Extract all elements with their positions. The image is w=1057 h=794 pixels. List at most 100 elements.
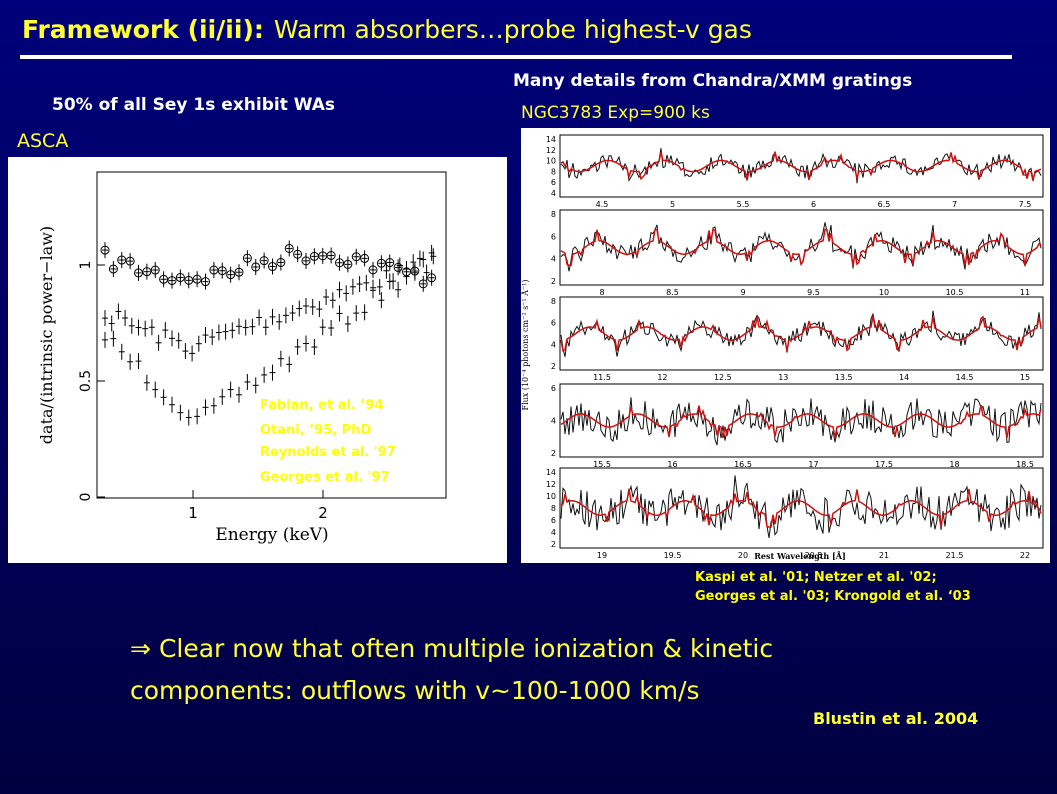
point [351, 252, 361, 262]
model [560, 228, 1042, 267]
x-tick-label: 16 [667, 460, 677, 469]
x-axis-label: Rest Wavelength [Å] [754, 551, 846, 561]
point [159, 274, 169, 284]
y-tick-label: 6 [551, 232, 556, 241]
y-tick-label: 12 [546, 146, 556, 155]
reference: Georges et al. '03; Krongold et al. ‘03 [695, 589, 971, 604]
x-tick-label: 21 [879, 551, 889, 560]
x-tick-label: 18 [949, 460, 959, 469]
point [125, 256, 135, 266]
y-tick-label: 2 [551, 449, 556, 458]
x-tick-label: 20.5 [805, 551, 823, 560]
y-tick-label: 6 [551, 178, 556, 187]
y-tick-label: 4 [551, 189, 556, 198]
point [259, 256, 269, 266]
object: NGC3783 Exp=900 ks [521, 103, 710, 123]
x-tick-label: 16.5 [734, 460, 752, 469]
reference: Otani, ’95, PhD [260, 423, 371, 438]
point [393, 262, 403, 272]
panel-frame [559, 383, 1044, 458]
x-tick-label: 8.5 [666, 288, 679, 297]
y-tick-label: 14 [546, 135, 556, 144]
x-tick-label: 15 [1020, 373, 1030, 382]
x-tick-label: 14.5 [956, 373, 974, 382]
spectrum [560, 148, 1042, 184]
point [427, 273, 437, 283]
left-plot-bg [8, 157, 507, 563]
x-tick-label: 18.5 [1016, 460, 1034, 469]
point [326, 250, 336, 260]
x-axis-label: Energy (keV) [215, 525, 328, 545]
x-tick-label: 17.5 [875, 460, 893, 469]
left-caption: 50% of all Sey 1s exhibit WAs [52, 95, 335, 115]
reference: Reynolds et al. '97 [260, 445, 396, 460]
point [276, 257, 286, 267]
y-tick-label: 6 [551, 384, 556, 393]
spectrum [560, 397, 1042, 446]
point [385, 258, 395, 268]
x-tick-label: 13.5 [835, 373, 853, 382]
x-tick-label: 15.5 [593, 460, 611, 469]
point [284, 243, 294, 253]
point [175, 273, 185, 283]
point [301, 256, 311, 266]
point [226, 270, 236, 280]
title: Framework (ii/ii): Warm absorbers…probe h… [22, 15, 752, 44]
x-tick-label: 5 [670, 200, 675, 209]
point [134, 268, 143, 278]
y-tick-label: 10 [546, 157, 556, 166]
y-tick-label: 6 [551, 319, 556, 328]
y-tick-label: 4 [551, 340, 556, 349]
x-tick-label: 1 [188, 504, 198, 522]
x-tick-label: 9.5 [807, 288, 820, 297]
point [201, 277, 210, 287]
x-tick-label: 11.5 [593, 373, 611, 382]
point [117, 255, 127, 265]
x-tick-label: 19 [597, 551, 607, 560]
x-tick-label: 22 [1020, 551, 1030, 560]
x-tick-label: 5.5 [737, 200, 750, 209]
citation: Blustin et al. 2004 [813, 709, 978, 728]
model [560, 488, 1042, 528]
model [560, 151, 1042, 182]
panel-frame [559, 209, 1044, 286]
y-axis-label: Flux (10⁻⁴ photons cm⁻² s⁻¹ Å⁻¹) [521, 280, 530, 411]
x-tick-label: 20 [738, 551, 748, 560]
x-tick-label: 10 [879, 288, 889, 297]
y-tick-label: 0 [78, 493, 94, 502]
model [560, 404, 1042, 439]
y-tick-label: 6 [551, 516, 556, 525]
title-lead: Framework (ii/ii): [22, 15, 264, 44]
model [560, 315, 1042, 352]
point [335, 258, 344, 268]
x-tick-label: 21.5 [946, 551, 964, 560]
x-tick-label: 12.5 [714, 373, 732, 382]
point [418, 279, 428, 289]
x-tick-label: 9 [740, 288, 745, 297]
y-tick-label: 14 [546, 468, 556, 477]
y-tick-label: 8 [551, 297, 556, 306]
x-tick-label: 17 [808, 460, 818, 469]
point [100, 245, 110, 255]
y-tick-label: 8 [551, 167, 556, 176]
y-tick-label: 10 [546, 492, 556, 501]
point [217, 266, 227, 276]
y-tick-label: 1 [78, 261, 94, 270]
x-tick-label: 7.5 [1019, 200, 1032, 209]
y-tick-label: 12 [546, 480, 556, 489]
x-tick-label: 19.5 [664, 551, 682, 560]
x-tick-label: 8 [599, 288, 604, 297]
y-tick-label: 8 [551, 504, 556, 513]
y-tick-label: 0.5 [78, 370, 94, 392]
point [268, 262, 277, 272]
conclusion-line: Clear now that often multiple ionization… [159, 634, 773, 663]
point [192, 274, 202, 284]
point [343, 259, 353, 269]
point [293, 249, 303, 259]
reference: Kaspi et al. '01; Netzer et al. '02; [695, 570, 937, 585]
x-tick-label: 2 [318, 504, 328, 522]
reference: Fabian, et al. ’94 [260, 398, 383, 413]
x-tick-label: 12 [657, 373, 667, 382]
reference: Georges et al. '97 [260, 470, 390, 485]
